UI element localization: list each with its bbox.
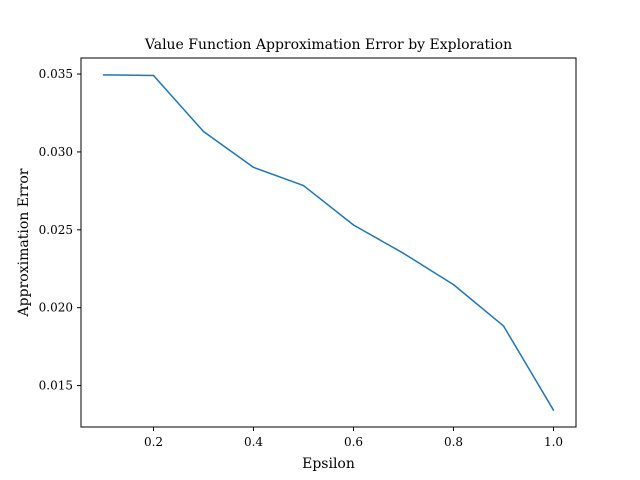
x-tick-label: 0.4 [244,435,263,449]
data-point [402,252,405,255]
x-tick-label: 0.8 [444,435,463,449]
data-point [502,325,505,327]
plot-area: 0.2 0.4 0.6 0.8 1.0 0.015 0.020 0.025 0.030 0.03… [39,57,577,449]
data-point [152,74,155,77]
y-tick-label: 0.035 [39,67,73,81]
y-axis-ticks: 0.015 0.020 0.025 0.030 0.035 [39,67,81,393]
data-point [452,283,455,286]
data-point [302,184,305,187]
y-tick-label: 0.015 [39,379,73,393]
x-axis-label: Epsilon [302,456,355,472]
x-tick-label: 0.6 [344,435,363,449]
data-point [352,224,355,226]
y-tick-label: 0.030 [39,145,73,159]
data-point [252,166,255,169]
series-line [103,74,555,411]
x-tick-label: 0.2 [144,435,163,449]
data-point [552,409,555,411]
data-point [202,130,205,133]
series-layer [102,74,555,411]
chart-title: Value Function Approximation Error by Ex… [144,37,512,53]
data-point [102,74,105,76]
plot-frame [80,57,577,428]
x-axis-ticks: 0.2 0.4 0.6 0.8 1.0 [144,427,563,449]
x-tick-label: 1.0 [544,435,563,449]
y-tick-label: 0.020 [39,301,73,315]
y-tick-label: 0.025 [39,223,73,237]
y-axis-label: Approximation Error [16,168,32,317]
